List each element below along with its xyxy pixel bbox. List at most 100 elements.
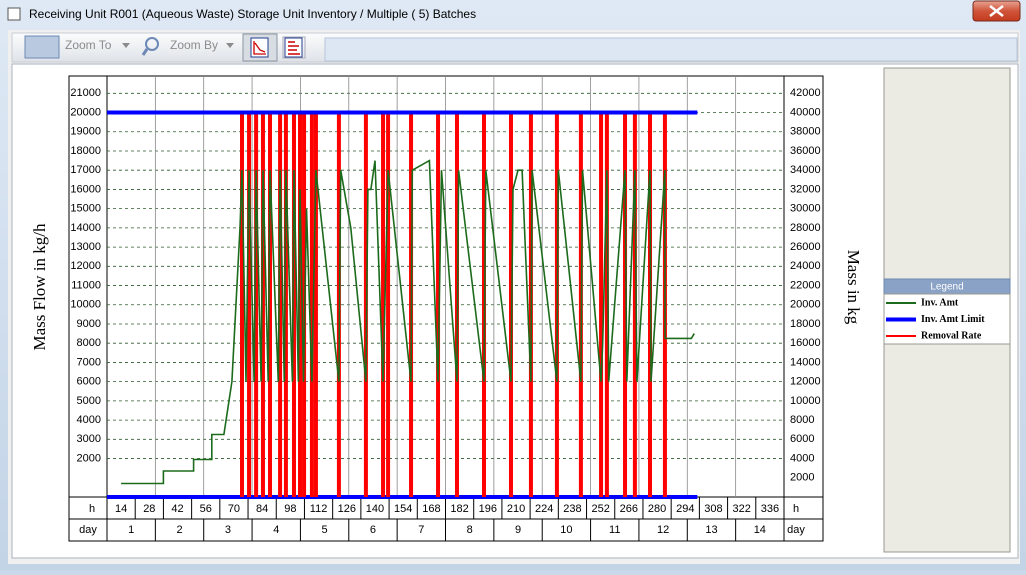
removal-spike bbox=[508, 112, 513, 497]
day-label: 11 bbox=[609, 524, 620, 536]
day-label: 13 bbox=[705, 524, 717, 536]
day-label: 3 bbox=[225, 524, 231, 536]
y-tick-label: 5000 bbox=[77, 395, 101, 407]
y2-tick-label: 40000 bbox=[790, 106, 821, 118]
removal-spike bbox=[291, 112, 296, 497]
day-label: 6 bbox=[370, 524, 376, 536]
legend-label: Inv. Amt Limit bbox=[921, 314, 985, 325]
y-tick-label: 18000 bbox=[70, 145, 101, 157]
x-tick-label: 126 bbox=[338, 503, 356, 515]
x-unit-label: h bbox=[89, 503, 95, 515]
day-label: 1 bbox=[128, 524, 134, 536]
removal-spike bbox=[283, 112, 288, 497]
removal-spike bbox=[260, 112, 265, 497]
x-tick-label: 98 bbox=[284, 503, 296, 515]
x-tick-label: 70 bbox=[228, 503, 240, 515]
x-tick-label: 252 bbox=[591, 503, 609, 515]
series-line bbox=[121, 159, 695, 485]
removal-spike bbox=[599, 112, 604, 497]
chart-panel bbox=[11, 63, 1019, 559]
y-tick-label: 19000 bbox=[70, 126, 101, 138]
y2-tick-label: 14000 bbox=[790, 356, 821, 368]
y2-tick-label: 34000 bbox=[790, 164, 821, 176]
day-label: 5 bbox=[322, 524, 328, 536]
y2-axis-label: Mass in kg bbox=[844, 250, 863, 325]
y-tick-label: 21000 bbox=[70, 87, 101, 99]
dropdown-arrow bbox=[226, 43, 234, 48]
y2-tick-label: 12000 bbox=[790, 376, 821, 388]
x-tick-label: 308 bbox=[704, 503, 722, 515]
dropdown-arrow bbox=[122, 43, 130, 48]
y2-tick-label: 30000 bbox=[790, 203, 821, 215]
y2-tick-label: 18000 bbox=[790, 318, 821, 330]
day-row-label: day bbox=[787, 524, 805, 536]
day-label: 10 bbox=[560, 524, 572, 536]
y-tick-label: 20000 bbox=[70, 106, 101, 118]
table-view-toggle[interactable] bbox=[282, 36, 306, 59]
zoom-by-button[interactable]: Zoom By bbox=[170, 38, 218, 52]
day-label: 12 bbox=[657, 524, 669, 536]
y-tick-label: 4000 bbox=[77, 414, 101, 426]
x-tick-label: 56 bbox=[200, 503, 212, 515]
table-icon-lines bbox=[288, 41, 300, 55]
y2-tick-label: 36000 bbox=[790, 145, 821, 157]
day-label: 4 bbox=[273, 524, 279, 536]
y2-tick-label: 10000 bbox=[790, 395, 821, 407]
x-tick-label: 28 bbox=[143, 503, 155, 515]
y2-tick-label: 20000 bbox=[790, 299, 821, 311]
zoom-to-button[interactable]: Zoom To bbox=[65, 38, 112, 52]
x-tick-label: 196 bbox=[479, 503, 497, 515]
chart-icon-line bbox=[253, 41, 266, 55]
x-tick-label: 140 bbox=[366, 503, 384, 515]
y2-tick-label: 6000 bbox=[790, 433, 814, 445]
removal-spike bbox=[247, 112, 252, 497]
legend-label: Inv. Amt bbox=[921, 297, 959, 308]
removal-spike bbox=[309, 112, 314, 497]
x-tick-label: 224 bbox=[535, 503, 553, 515]
x-tick-label: 112 bbox=[310, 503, 328, 515]
chart-icon bbox=[250, 37, 269, 58]
y-tick-label: 10000 bbox=[70, 299, 101, 311]
y2-tick-label: 24000 bbox=[790, 260, 821, 272]
day-label: 9 bbox=[515, 524, 521, 536]
legend-label: Removal Rate bbox=[921, 330, 982, 341]
window-title: Receiving Unit R001 (Aqueous Waste) Stor… bbox=[29, 7, 476, 21]
removal-spike bbox=[632, 112, 637, 497]
day-label: 2 bbox=[176, 524, 182, 536]
y-tick-label: 6000 bbox=[77, 376, 101, 388]
removal-spike bbox=[254, 112, 259, 497]
toolbar-field bbox=[324, 37, 1018, 62]
day-label: 14 bbox=[754, 524, 766, 536]
window-icon bbox=[7, 7, 21, 21]
x-tick-label: 182 bbox=[450, 503, 468, 515]
legend-title: Legend bbox=[930, 282, 963, 293]
y2-tick-label: 8000 bbox=[790, 414, 814, 426]
x-tick-label: 322 bbox=[733, 503, 751, 515]
y2-tick-label: 4000 bbox=[790, 452, 814, 464]
removal-spike bbox=[313, 112, 318, 497]
y-tick-label: 14000 bbox=[70, 222, 101, 234]
y2-tick-label: 26000 bbox=[790, 241, 821, 253]
y-tick-label: 12000 bbox=[70, 260, 101, 272]
x-tick-label: 266 bbox=[620, 503, 638, 515]
removal-spike bbox=[239, 112, 244, 497]
magnifier-icon bbox=[145, 37, 159, 51]
removal-spike bbox=[298, 112, 303, 497]
y-tick-label: 7000 bbox=[77, 356, 101, 368]
x-tick-label: 168 bbox=[422, 503, 440, 515]
y-tick-label: 13000 bbox=[70, 241, 101, 253]
x-tick-label: 336 bbox=[761, 503, 779, 515]
x-tick-label: 280 bbox=[648, 503, 666, 515]
y-axis-label: Mass Flow in kg/h bbox=[30, 223, 49, 351]
close-icon bbox=[989, 5, 1004, 17]
x-tick-label: 154 bbox=[394, 503, 412, 515]
y-tick-label: 17000 bbox=[70, 164, 101, 176]
x-tick-label: 294 bbox=[676, 503, 694, 515]
x-tick-label: 238 bbox=[563, 503, 581, 515]
removal-spike bbox=[604, 112, 609, 497]
removal-spike bbox=[381, 112, 386, 497]
x-unit-label: h bbox=[793, 503, 799, 515]
removal-spike bbox=[436, 112, 441, 497]
magnifier-handle bbox=[141, 48, 149, 56]
y-tick-label: 8000 bbox=[77, 337, 101, 349]
